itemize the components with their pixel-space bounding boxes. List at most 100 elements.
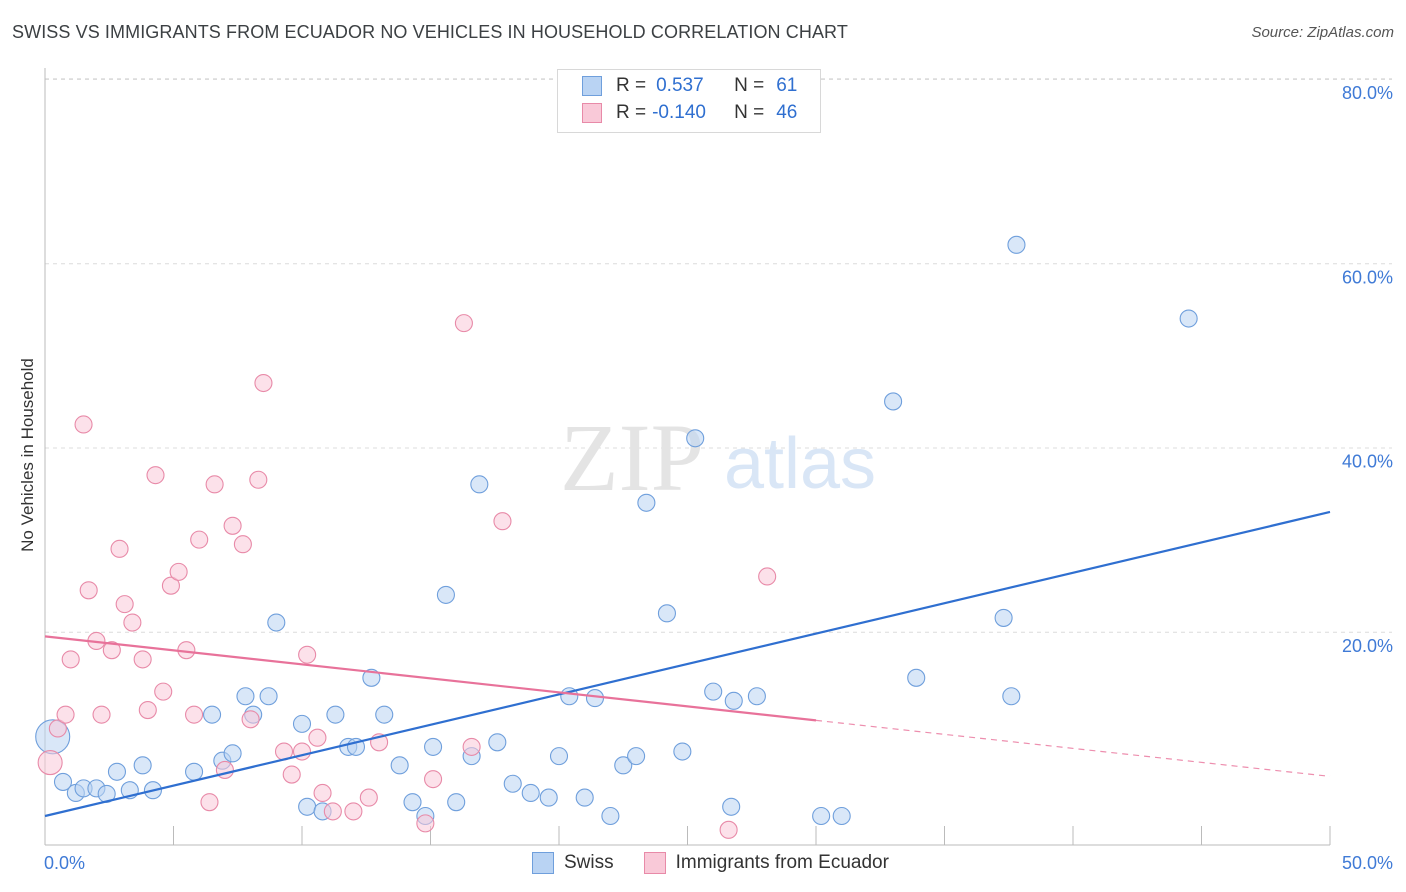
data-point <box>549 747 569 766</box>
data-point <box>115 595 134 614</box>
data-point <box>123 613 142 632</box>
y-tick-label: 20.0% <box>1342 636 1393 656</box>
data-point <box>326 705 345 724</box>
data-point <box>190 530 209 549</box>
data-point <box>673 742 692 761</box>
legend-label-swiss: Swiss <box>564 852 614 873</box>
y-tick-label: 80.0% <box>1342 83 1393 103</box>
series-legend: Swiss Immigrants from Ecuador <box>532 852 919 874</box>
legend-r-label: R = <box>616 102 647 123</box>
data-point <box>107 762 127 781</box>
data-point <box>637 493 656 512</box>
data-point <box>308 728 327 747</box>
x-tick-label: 0.0% <box>44 853 85 873</box>
data-point <box>298 797 317 816</box>
data-point <box>627 747 646 766</box>
data-point <box>254 373 273 393</box>
data-point <box>403 793 422 812</box>
data-point <box>138 701 157 720</box>
data-point <box>37 750 63 776</box>
data-point <box>205 475 224 494</box>
data-point <box>436 585 455 604</box>
series-ecuador <box>37 314 777 839</box>
data-point <box>249 470 268 489</box>
watermark-atlas: atlas <box>724 424 876 504</box>
data-point <box>56 705 75 724</box>
data-point <box>503 774 522 793</box>
data-point <box>359 788 378 807</box>
legend-row-swiss: R = 0.537 N = 61 <box>582 74 797 98</box>
data-point <box>259 687 278 706</box>
data-point <box>722 797 741 816</box>
data-point <box>102 641 121 660</box>
data-point <box>832 806 851 826</box>
data-point <box>375 705 394 724</box>
data-point <box>724 691 743 710</box>
data-point <box>236 687 255 706</box>
data-point <box>686 429 705 448</box>
data-point <box>719 820 738 839</box>
tick-labels: 20.0% 40.0% 60.0% 80.0% 0.0% 50.0% <box>44 83 1393 873</box>
data-point <box>424 770 443 789</box>
legend-item-swiss: Swiss <box>532 852 614 874</box>
data-point <box>812 806 831 826</box>
data-point <box>48 719 67 738</box>
legend-item-ecuador: Immigrants from Ecuador <box>643 852 889 874</box>
legend-n-label: N = <box>734 102 765 123</box>
data-point <box>462 737 481 756</box>
axes <box>44 68 1331 846</box>
legend-r-value: -0.140 <box>652 102 706 123</box>
data-point <box>313 783 332 803</box>
data-point <box>994 608 1013 627</box>
legend-n-label: N = <box>734 75 765 96</box>
data-point <box>758 567 777 586</box>
data-point <box>282 765 301 784</box>
data-point <box>704 682 723 701</box>
legend-n-value: 61 <box>776 75 798 96</box>
data-point <box>907 668 926 687</box>
series-swiss <box>35 235 1198 826</box>
data-point <box>223 516 242 535</box>
data-point <box>488 733 507 752</box>
chart-title: SWISS VS IMMIGRANTS FROM ECUADOR NO VEHI… <box>12 22 848 42</box>
legend-swatch-ecuador <box>643 852 666 874</box>
legend-swatch-ecuador <box>582 103 602 123</box>
data-point <box>521 783 540 803</box>
data-points <box>35 235 1198 839</box>
data-point <box>110 539 129 558</box>
data-point <box>454 314 473 333</box>
data-point <box>298 645 317 664</box>
data-point <box>539 788 558 807</box>
data-point <box>470 475 489 494</box>
data-point <box>585 689 605 708</box>
data-point <box>362 668 381 687</box>
data-point <box>344 802 363 821</box>
data-point <box>53 772 73 791</box>
legend-swatch-swiss <box>582 76 602 96</box>
data-point <box>92 705 111 724</box>
data-point <box>154 682 173 701</box>
data-point <box>493 512 512 531</box>
data-point <box>79 581 98 600</box>
data-point <box>575 788 594 807</box>
data-point <box>292 714 312 733</box>
data-point <box>241 710 260 729</box>
correlation-legend: R = 0.537 N = 61 R = -0.140 N = 46 <box>557 69 821 133</box>
data-point <box>657 604 676 623</box>
data-point <box>1002 687 1021 706</box>
data-point <box>223 744 242 763</box>
data-point <box>884 392 903 411</box>
data-point <box>74 415 93 434</box>
data-point <box>200 793 219 812</box>
y-tick-label: 60.0% <box>1342 267 1393 287</box>
trend-lines <box>44 510 1331 818</box>
data-point <box>614 756 633 775</box>
watermark: ZIP atlas <box>560 404 876 511</box>
data-point <box>424 737 443 756</box>
source-label: Source: ZipAtlas.com <box>1251 24 1394 41</box>
data-point <box>203 705 222 724</box>
data-point <box>1007 235 1026 254</box>
data-point <box>747 687 766 706</box>
trend-line-ecuador <box>44 635 817 722</box>
